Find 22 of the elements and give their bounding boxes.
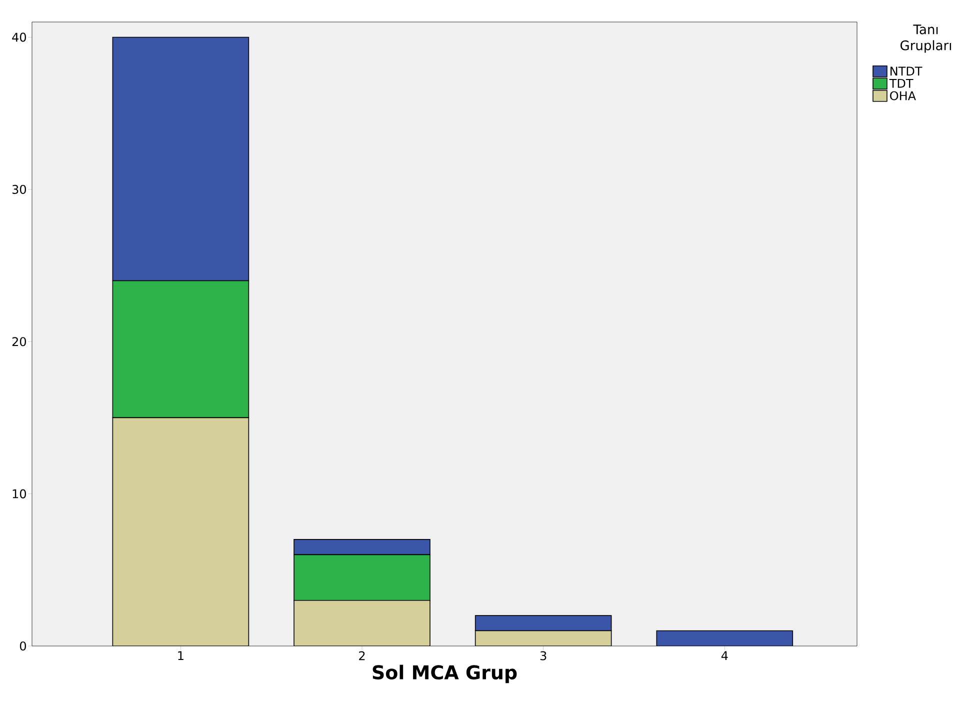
bar <box>474 630 612 646</box>
x-tick-label: 3 <box>540 651 546 660</box>
bar <box>112 417 250 646</box>
y-tick-label: 20 <box>12 337 26 346</box>
y-tick-label: 0 <box>20 641 26 651</box>
bar <box>294 539 430 556</box>
y-tick-label: 40 <box>12 32 26 42</box>
legend-label: NTDT <box>890 66 922 76</box>
legend-title: Tanı Grupları <box>900 24 952 53</box>
x-axis-title: Sol MCA Grup <box>372 664 517 684</box>
x-tick-label: 4 <box>721 651 728 660</box>
bar <box>474 615 612 632</box>
bar <box>112 36 250 282</box>
x-tick-label: 1 <box>178 651 184 660</box>
y-tick-label: 10 <box>12 489 26 498</box>
x-tick-label: 2 <box>359 651 365 660</box>
y-tick-label: 30 <box>12 184 26 194</box>
bar <box>294 554 430 601</box>
bar <box>656 630 794 646</box>
legend-label: TDT <box>889 78 914 88</box>
bar <box>294 600 430 646</box>
legend-label: OHA <box>890 91 916 100</box>
